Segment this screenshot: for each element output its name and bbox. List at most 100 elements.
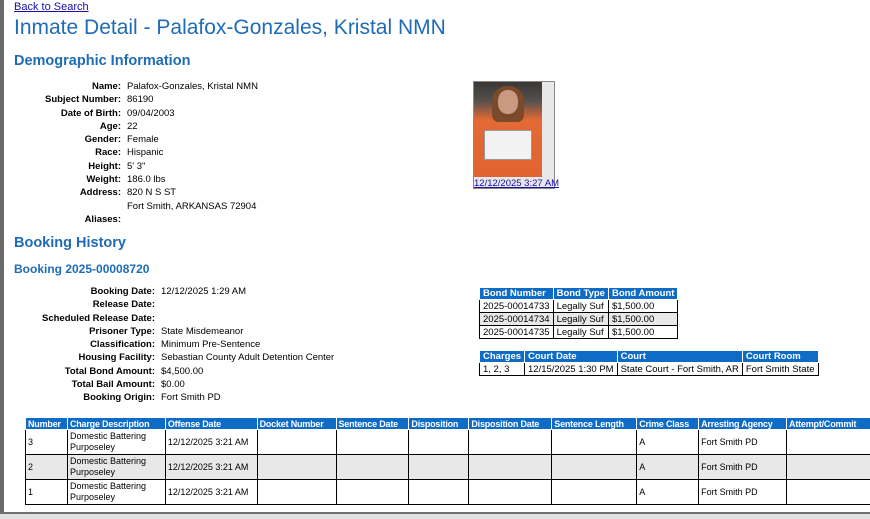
field-label: Race:	[95, 147, 121, 159]
horizontal-scrollbar[interactable]	[0, 512, 870, 519]
table-row: 1 Domestic Battering Purposeley 12/12/2025…	[25, 479, 870, 505]
table-cell: 12/12/2025 3:21 AM	[164, 479, 258, 505]
table-row: 2025-00014734 Legally Suf $1,500.00	[479, 312, 679, 326]
field-value: Palafox-Gonzales, Kristal NMN	[127, 81, 258, 92]
table-cell: 12/15/2025 1:30 PM	[524, 362, 618, 376]
field-row: Release Date:	[20, 298, 334, 311]
table-cell: 1, 2, 3	[478, 362, 526, 376]
table-cell	[408, 454, 470, 480]
table-cell	[335, 454, 410, 480]
column-header: Number	[25, 417, 68, 430]
table-cell: 1	[25, 479, 68, 505]
field-label: Subject Number:	[44, 94, 121, 106]
field-value: 86190	[127, 94, 154, 106]
table-cell: A	[636, 429, 700, 455]
field-label: Release Date:	[92, 299, 155, 311]
column-header: Charges	[478, 350, 526, 363]
table-cell: Domestic Battering Purposeley	[66, 429, 166, 455]
column-header: Arresting Agency	[698, 417, 788, 430]
field-value: 22	[127, 120, 138, 132]
table-row: 2025-00014735 Legally Suf $1,500.00	[479, 325, 679, 339]
photo-date-link[interactable]: 12/12/2025 3:27 AM	[474, 178, 560, 189]
back-to-search-link[interactable]: Back to Search	[14, 1, 89, 13]
field-value: 186.0 lbs	[127, 174, 166, 186]
field-row: Date of Birth: 09/04/2003	[20, 107, 258, 120]
field-row: Address: 820 N S ST Fort Smith, ARKANSAS 7…	[20, 186, 258, 213]
table-cell: $1,500.00	[607, 325, 679, 339]
table-row: 1, 2, 3 12/15/2025 1:30 PM State Court - F…	[478, 362, 819, 376]
column-header: Bond Type	[552, 287, 609, 300]
field-label: Weight:	[86, 174, 121, 186]
column-header: Docket Number	[256, 417, 337, 430]
field-label: Height:	[88, 160, 121, 172]
table-cell: Domestic Battering Purposeley	[66, 454, 166, 480]
table-row: 3 Domestic Battering Purposeley 12/12/2025…	[25, 429, 870, 455]
table-cell	[468, 429, 553, 455]
table-cell	[786, 429, 870, 455]
column-header: Bond Amount	[607, 287, 679, 300]
table-cell	[551, 454, 638, 480]
column-header: Disposition	[408, 417, 470, 430]
field-row: Race: Hispanic	[20, 146, 258, 159]
table-cell: Fort Smith PD	[698, 479, 788, 505]
table-row: 2 Domestic Battering Purposeley 12/12/2025…	[25, 454, 870, 480]
field-value: 09/04/2003	[127, 107, 175, 119]
table-cell	[256, 454, 337, 480]
table-cell: Fort Smith State	[741, 362, 819, 376]
field-label: Address:	[79, 187, 121, 199]
table-cell: Legally Suf	[552, 299, 609, 313]
field-row: Gender: Female	[20, 133, 258, 146]
table-cell	[335, 479, 410, 505]
table-cell	[468, 454, 553, 480]
table-cell	[256, 479, 337, 505]
table-cell: A	[636, 454, 700, 480]
table-cell	[786, 479, 870, 505]
page-title: Inmate Detail - Palafox-Gonzales, Krista…	[14, 16, 446, 39]
field-label: Scheduled Release Date:	[42, 312, 155, 324]
field-value: 12/12/2025 1:29 AM	[161, 286, 247, 297]
field-value: $4,500.00	[161, 365, 204, 377]
column-header: Charge Description	[66, 417, 166, 430]
column-header: Court Date	[524, 350, 618, 363]
field-row: Booking Date: 12/12/2025 1:29 AM	[20, 285, 334, 298]
table-cell	[551, 429, 638, 455]
field-label: Aliases:	[84, 213, 121, 225]
field-value: 5' 3"	[127, 160, 146, 172]
field-label: Prisoner Type:	[89, 325, 155, 337]
table-cell: 2	[25, 454, 68, 480]
column-header: Sentence Date	[335, 417, 410, 430]
table-cell: Fort Smith PD	[698, 429, 788, 455]
window-left-border	[0, 0, 4, 519]
demographic-fields: Name: Palafox-Gonzales, Kristal NMN Subjec…	[20, 80, 258, 226]
field-value: Minimum Pre-Sentence	[161, 339, 261, 351]
table-cell: Legally Suf	[552, 325, 609, 339]
column-header: Crime Class	[636, 417, 700, 430]
table-cell	[408, 429, 470, 455]
table-cell: 12/12/2025 3:21 AM	[164, 429, 258, 455]
field-value: Hispanic	[127, 147, 164, 159]
booking-title: Booking 2025-00008720	[14, 262, 150, 276]
field-label: Housing Facility:	[78, 352, 155, 364]
table-cell	[256, 429, 337, 455]
field-row: Housing Facility: Sebastian County Adult …	[20, 351, 334, 364]
field-row: Total Bond Amount: $4,500.00	[20, 365, 334, 378]
field-label: Classification:	[90, 339, 155, 351]
field-row: Age: 22	[20, 120, 258, 133]
table-cell	[551, 479, 638, 505]
field-value: Female	[127, 134, 159, 146]
field-label: Total Bail Amount:	[71, 379, 155, 391]
column-header: Bond Number	[479, 287, 554, 300]
table-cell: Legally Suf	[552, 312, 609, 326]
field-row: Subject Number: 86190	[20, 93, 258, 106]
mugshot-image[interactable]	[474, 82, 542, 177]
field-label: Name:	[91, 81, 121, 92]
column-header: Sentence Length	[551, 417, 638, 430]
column-header: Attempt/Commit	[786, 417, 870, 430]
table-cell: Fort Smith PD	[698, 454, 788, 480]
field-label: Booking Date:	[90, 286, 155, 297]
column-header: Offense Date	[164, 417, 258, 430]
table-cell: $1,500.00	[607, 299, 679, 313]
booking-history-heading: Booking History	[14, 235, 126, 251]
mugshot[interactable]: 12/12/2025 3:27 AM	[473, 81, 559, 189]
